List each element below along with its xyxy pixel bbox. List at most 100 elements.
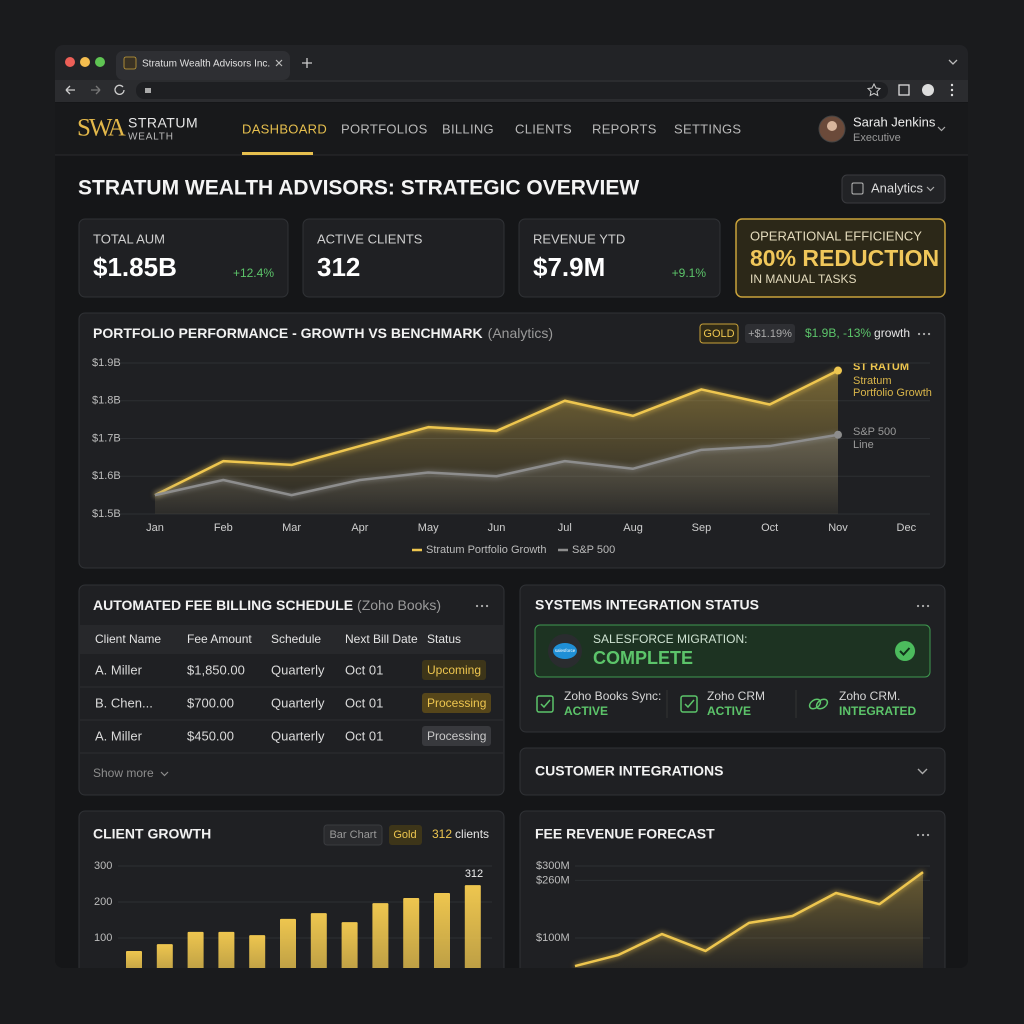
close-dot[interactable] xyxy=(65,57,75,67)
subtitle: (Analytics) xyxy=(488,325,553,341)
integration-status: ACTIVE xyxy=(707,704,751,718)
table-cell: Oct 01 xyxy=(345,695,383,710)
new-tab[interactable] xyxy=(302,58,312,68)
area xyxy=(155,434,838,514)
maximize-dot[interactable] xyxy=(95,57,105,67)
logo-sub: WEALTH xyxy=(128,132,174,143)
address-field[interactable] xyxy=(136,82,888,99)
logo-text: salesforce xyxy=(555,648,576,653)
nav-item[interactable]: PORTFOLIOS xyxy=(341,121,428,136)
annotation: Line xyxy=(853,439,874,451)
line xyxy=(574,871,924,968)
summary-unit: growth xyxy=(874,326,910,340)
y-tick-label: $1.7B xyxy=(92,432,121,444)
back-button[interactable] xyxy=(65,85,75,95)
badge[interactable] xyxy=(323,824,383,846)
bookmark-star[interactable] xyxy=(866,82,882,97)
calendar-icon xyxy=(851,182,864,195)
banner-label: SALESFORCE MIGRATION: xyxy=(593,632,747,646)
profile-icon[interactable] xyxy=(922,84,934,96)
integration-status: INTEGRATED xyxy=(839,704,916,718)
summary: $1.9B, -13% growth xyxy=(805,326,910,340)
integration-name: Zoho CRM. xyxy=(839,689,900,703)
x-tick-label: Apr xyxy=(351,522,368,534)
annotation: Portfolio Growth xyxy=(853,387,932,399)
logo-name: STRATUM xyxy=(128,115,198,131)
table-cell: Quarterly xyxy=(271,662,325,677)
y-tick-label: 100 xyxy=(94,932,112,944)
panel-title: FEE REVENUE FORECAST xyxy=(535,826,715,842)
page-title: STRATUM WEALTH ADVISORS: STRATEGIC OVERV… xyxy=(78,177,639,200)
banner-status: COMPLETE xyxy=(593,648,693,668)
active-underline xyxy=(242,152,313,155)
line xyxy=(154,369,839,497)
status-icon xyxy=(680,695,698,713)
bar xyxy=(218,931,235,968)
column-header: Status xyxy=(427,632,461,646)
line xyxy=(154,433,839,497)
bar xyxy=(434,893,450,968)
filter-chevron xyxy=(926,186,935,192)
billing-panel xyxy=(78,584,505,796)
x-tick-label: Sep xyxy=(692,522,712,534)
legend-label: S&P 500 xyxy=(572,544,615,556)
reload-button[interactable] xyxy=(114,84,125,95)
bar xyxy=(372,903,389,968)
tab[interactable] xyxy=(116,51,290,80)
nav-item[interactable]: CLIENTS xyxy=(515,121,572,136)
x-tick-label: Nov xyxy=(828,522,848,534)
table-cell: Quarterly xyxy=(271,728,325,743)
expand-chevron[interactable] xyxy=(917,768,928,775)
kpi-change: +9.1% xyxy=(672,266,707,280)
user-name[interactable]: Sarah Jenkins xyxy=(853,114,936,129)
x-tick-label: Dec xyxy=(897,522,917,534)
avatar-face xyxy=(827,121,837,131)
check-mark xyxy=(899,647,911,656)
bar xyxy=(280,918,296,968)
table-cell: $450.00 xyxy=(187,728,234,743)
kpi-value: 312 xyxy=(317,252,360,282)
forward-button[interactable] xyxy=(91,85,101,95)
status-badge xyxy=(422,693,491,713)
table-cell: Quarterly xyxy=(271,695,325,710)
nav-item[interactable]: DASHBOARD xyxy=(242,121,327,136)
nav-item[interactable]: SETTINGS xyxy=(674,121,741,136)
show-more-chevron xyxy=(160,771,169,777)
show-more[interactable]: Show more xyxy=(93,766,154,780)
user-role: Executive xyxy=(853,132,901,144)
kpi-sub: IN MANUAL TASKS xyxy=(750,272,856,286)
filter-label[interactable]: Analytics xyxy=(871,180,924,195)
title: AUTOMATED FEE BILLING SCHEDULE xyxy=(93,597,353,613)
table-cell: $700.00 xyxy=(187,695,234,710)
y-tick-label: $1.6B xyxy=(92,470,121,482)
legend-label: Stratum Portfolio Growth xyxy=(426,544,546,556)
charts: $1.5B $1.6B $1.7B $1.8B $1.9B Jan Feb Mar Apr May… xyxy=(92,357,930,968)
integration-status: ACTIVE xyxy=(564,704,608,718)
badge-label: Bar Chart xyxy=(329,829,376,841)
nav-item[interactable]: REPORTS xyxy=(592,121,657,136)
panel-title: CUSTOMER INTEGRATIONS xyxy=(535,763,724,779)
tab-menu[interactable] xyxy=(948,59,958,65)
table-cell: B. Chen... xyxy=(95,695,153,710)
customer-integrations-panel[interactable] xyxy=(519,747,946,796)
bar xyxy=(187,931,204,968)
x-tick-label: May xyxy=(418,522,439,534)
x-tick-label: Aug xyxy=(623,522,643,534)
tab-close[interactable] xyxy=(275,59,283,67)
badge xyxy=(699,323,739,344)
y-tick-label: 200 xyxy=(94,896,112,908)
user-menu-chevron[interactable] xyxy=(937,126,946,132)
badge[interactable] xyxy=(389,825,422,845)
badge-label: Gold xyxy=(393,829,416,841)
minimize-dot[interactable] xyxy=(80,57,90,67)
table-cell: A. Miller xyxy=(95,728,143,743)
integration-name: Zoho CRM xyxy=(707,689,765,703)
nav-item[interactable]: BILLING xyxy=(442,121,494,136)
table-header xyxy=(80,625,503,654)
filter-button[interactable] xyxy=(841,174,946,204)
integration-name: Zoho Books Sync: xyxy=(564,689,661,703)
sidebar-icon[interactable] xyxy=(898,84,910,96)
kpi-label: OPERATIONAL EFFICIENCY xyxy=(750,228,922,243)
end-point xyxy=(834,366,842,375)
x-tick-label: Jul xyxy=(558,522,572,534)
